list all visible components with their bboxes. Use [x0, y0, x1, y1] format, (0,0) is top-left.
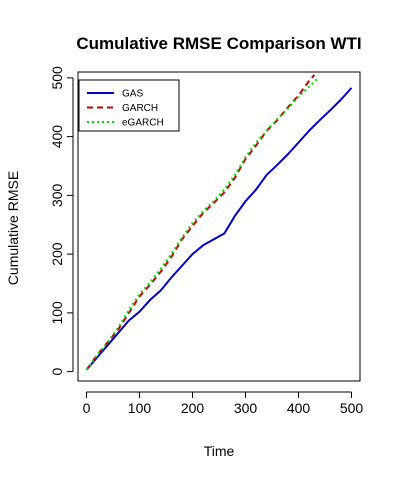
- y-axis: 0 100 200 300 400 500: [49, 66, 74, 375]
- legend: GAS GARCH eGARCH: [78, 79, 180, 132]
- legend-label-gas: GAS: [122, 89, 143, 100]
- legend-label-garch: GARCH: [122, 103, 158, 114]
- x-tick-label: 400: [287, 400, 311, 416]
- y-axis-label: Cumulative RMSE: [5, 171, 21, 285]
- chart-title: Cumulative RMSE Comparison WTI: [76, 34, 361, 53]
- y-tick-label: 400: [49, 125, 65, 149]
- legend-label-egarch: eGARCH: [122, 118, 164, 129]
- y-tick-label: 200: [49, 242, 65, 266]
- series-line-egarch: [85, 78, 318, 371]
- x-tick-label: 0: [83, 400, 91, 416]
- plot-box: [77, 71, 361, 382]
- x-tick-label: 500: [340, 400, 364, 416]
- y-tick-label: 300: [49, 183, 65, 207]
- series-layer: [85, 74, 353, 371]
- series-line-gas: [85, 87, 353, 371]
- x-tick-label: 100: [128, 400, 152, 416]
- legend-box: [78, 79, 180, 132]
- x-axis-label: Time: [204, 443, 235, 459]
- x-tick-label: 300: [234, 400, 258, 416]
- y-tick-label: 500: [49, 66, 65, 90]
- x-tick-label: 200: [181, 400, 205, 416]
- y-tick-label: 100: [49, 301, 65, 325]
- x-axis: 0 100 200 300 400 500: [83, 391, 364, 416]
- y-tick-label: 0: [49, 367, 65, 375]
